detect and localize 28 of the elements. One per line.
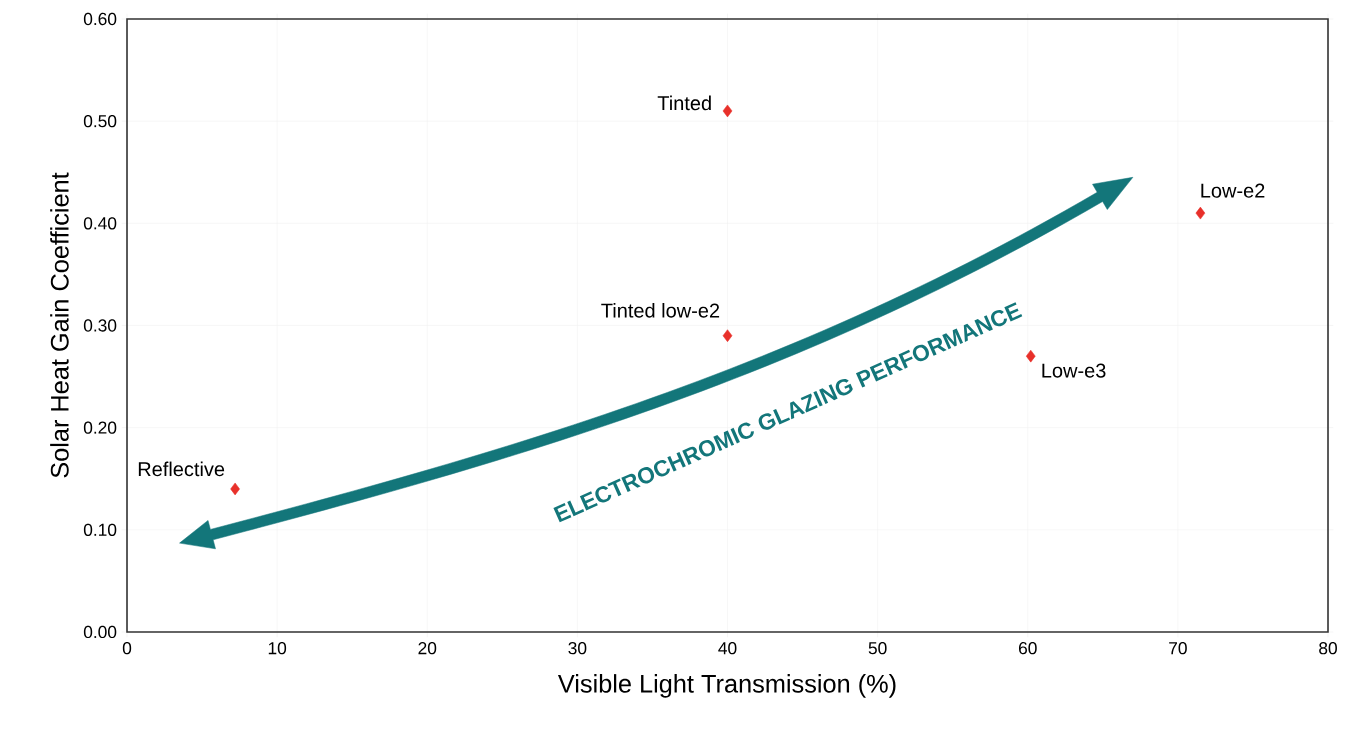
x-tick-label: 80 [1319, 642, 1337, 655]
annotation: Low-e3 [1042, 363, 1106, 378]
y-axis-title: Solar Heat Gain Coefficient [50, 172, 69, 478]
y-tick-label: 0.20 [83, 421, 117, 434]
x-tick-label: 10 [268, 642, 287, 655]
point [1195, 206, 1206, 220]
annotation: Tinted low-e2 [601, 302, 720, 318]
point [230, 482, 240, 496]
x-tick-label: 30 [568, 642, 587, 655]
x-axis-title: Visible Light Transmission (%) [557, 674, 896, 698]
annotation: Tinted [657, 95, 711, 111]
y-tick-label: 0.10 [83, 523, 117, 536]
point [722, 104, 733, 118]
y-tick-label: 0.30 [83, 319, 117, 332]
y-tick-label: 0.50 [83, 115, 117, 128]
y-tick-label: 0.60 [83, 12, 117, 26]
x-tick-label: 20 [418, 642, 437, 655]
y-tick-label: 0.40 [83, 217, 117, 230]
point [1025, 349, 1036, 363]
x-tick-label: 60 [1018, 642, 1037, 655]
x-tick-label: 70 [1169, 642, 1187, 655]
point [722, 329, 733, 342]
x-tick-label: 40 [718, 642, 737, 655]
x-tick-label: 0 [122, 642, 132, 655]
annotation: Reflective [138, 461, 225, 477]
y-tick-label: 0.00 [83, 625, 117, 639]
x-tick-label: 50 [868, 642, 887, 655]
annotation: Low-e2 [1201, 183, 1265, 198]
